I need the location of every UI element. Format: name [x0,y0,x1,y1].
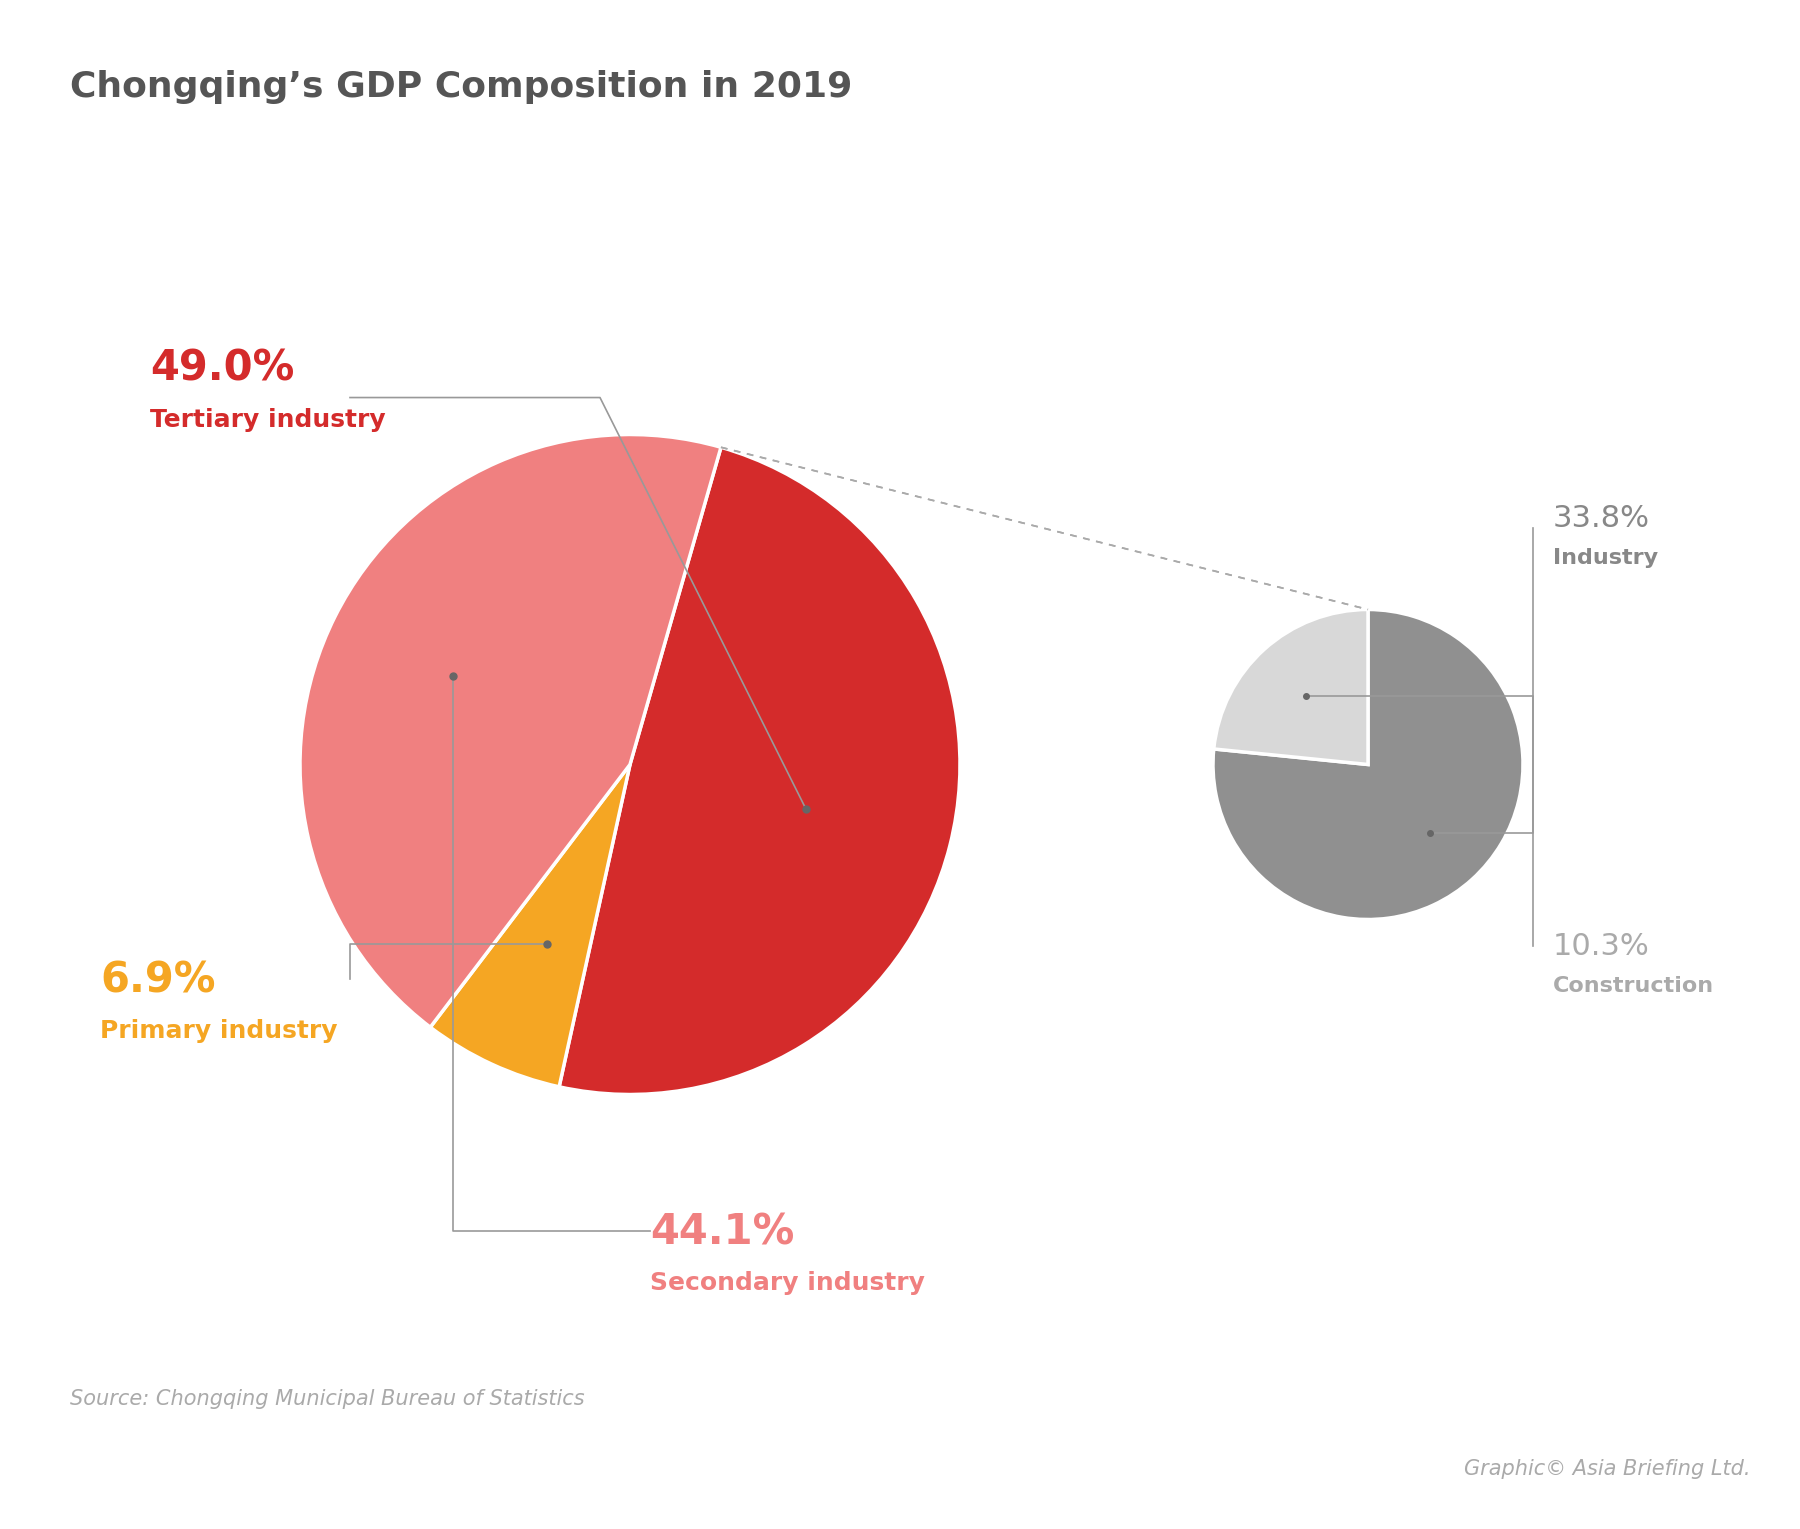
Text: 49.0%: 49.0% [149,347,295,390]
Text: Secondary industry: Secondary industry [650,1272,925,1295]
Text: Chongqing’s GDP Composition in 2019: Chongqing’s GDP Composition in 2019 [70,70,853,104]
Wedge shape [1213,610,1368,764]
Text: Tertiary industry: Tertiary industry [149,408,385,431]
Text: Industry: Industry [1553,547,1658,567]
Text: 33.8%: 33.8% [1553,503,1651,532]
Text: Construction: Construction [1553,976,1714,995]
Wedge shape [301,434,722,1027]
Text: 10.3%: 10.3% [1553,931,1651,960]
Text: 44.1%: 44.1% [650,1211,794,1254]
Wedge shape [430,764,630,1087]
Wedge shape [1213,610,1523,919]
Text: Graphic© Asia Briefing Ltd.: Graphic© Asia Briefing Ltd. [1463,1459,1750,1479]
Text: Source: Chongqing Municipal Bureau of Statistics: Source: Chongqing Municipal Bureau of St… [70,1388,585,1410]
Wedge shape [560,448,959,1095]
Text: Primary industry: Primary industry [101,1020,338,1043]
Text: 6.9%: 6.9% [101,959,216,1001]
